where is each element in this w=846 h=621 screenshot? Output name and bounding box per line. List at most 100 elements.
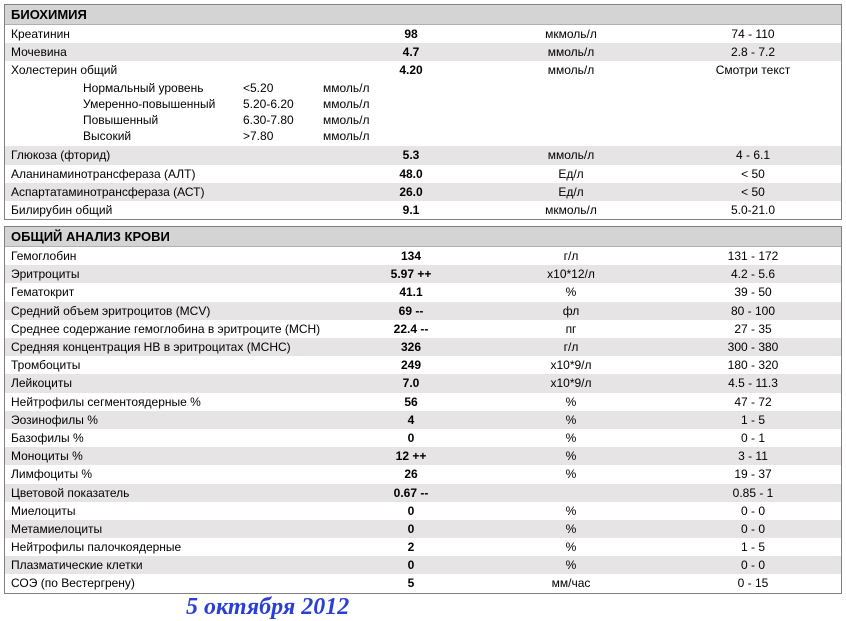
level-unit: ммоль/л xyxy=(323,112,393,128)
param-unit: % xyxy=(471,412,671,428)
level-range: 5.20-6.20 xyxy=(243,96,323,112)
param-value: 134 xyxy=(351,248,471,264)
table-row: Холестерин общий4.20ммоль/лСмотри текст xyxy=(5,61,841,79)
param-name: Средняя концентрация HB в эритроцитах (M… xyxy=(11,339,351,355)
cholesterol-levels: Нормальный уровень<5.20ммоль/лУмеренно-п… xyxy=(5,80,841,147)
table-row: Лейкоциты7.0x10*9/л4.5 - 11.3 xyxy=(5,374,841,392)
param-name: Аспартатаминотрансфераза (АСТ) xyxy=(11,184,351,200)
param-name: Тромбоциты xyxy=(11,357,351,373)
param-unit: г/л xyxy=(471,248,671,264)
param-unit: ммоль/л xyxy=(471,147,671,163)
param-value: 0.67 -- xyxy=(351,485,471,501)
table-row: Мочевина4.7ммоль/л2.8 - 7.2 xyxy=(5,43,841,61)
param-ref-range: 1 - 5 xyxy=(671,412,835,428)
param-value: 22.4 -- xyxy=(351,321,471,337)
table-row: Нейтрофилы сегментоядерные %56%47 - 72 xyxy=(5,393,841,411)
param-name: Нейтрофилы сегментоядерные % xyxy=(11,394,351,410)
param-ref-range: 4.5 - 11.3 xyxy=(671,375,835,391)
param-unit: ммоль/л xyxy=(471,44,671,60)
level-range: <5.20 xyxy=(243,80,323,96)
param-name: Аланинаминотрансфераза (АЛТ) xyxy=(11,166,351,182)
table-row: Цветовой показатель0.67 --0.85 - 1 xyxy=(5,484,841,502)
param-unit: г/л xyxy=(471,339,671,355)
param-name: Метамиелоциты xyxy=(11,521,351,537)
param-ref-range: 0 - 0 xyxy=(671,521,835,537)
level-label: Высокий xyxy=(83,128,243,144)
level-unit: ммоль/л xyxy=(323,96,393,112)
biochem-panel: БИОХИМИЯ Креатинин98мкмоль/л74 - 110Моче… xyxy=(4,4,842,220)
param-ref-range: < 50 xyxy=(671,184,835,200)
table-row: Эозинофилы %4%1 - 5 xyxy=(5,411,841,429)
param-value: 41.1 xyxy=(351,284,471,300)
param-unit: % xyxy=(471,430,671,446)
param-value: 4 xyxy=(351,412,471,428)
date-watermark: 5 октября 2012 xyxy=(186,594,349,621)
param-name: Нейтрофилы палочкоядерные xyxy=(11,539,351,555)
param-unit: мм/час xyxy=(471,575,671,591)
table-row: Гематокрит41.1%39 - 50 xyxy=(5,283,841,301)
table-row: Глюкоза (фторид)5.3ммоль/л4 - 6.1 xyxy=(5,146,841,164)
level-label: Умеренно-повышенный xyxy=(83,96,243,112)
param-ref-range: 4.2 - 5.6 xyxy=(671,266,835,282)
param-name: Гематокрит xyxy=(11,284,351,300)
param-value: 5.3 xyxy=(351,147,471,163)
param-name: Гемоглобин xyxy=(11,248,351,264)
param-unit: x10*9/л xyxy=(471,357,671,373)
param-ref-range: 0 - 15 xyxy=(671,575,835,591)
param-name: Моноциты % xyxy=(11,448,351,464)
param-unit: x10*12/л xyxy=(471,266,671,282)
param-value: 69 -- xyxy=(351,303,471,319)
param-ref-range: 131 - 172 xyxy=(671,248,835,264)
table-row: Лимфоциты %26%19 - 37 xyxy=(5,465,841,483)
param-value: 249 xyxy=(351,357,471,373)
param-unit: ммоль/л xyxy=(471,62,671,78)
level-range: 6.30-7.80 xyxy=(243,112,323,128)
param-ref-range: Смотри текст xyxy=(671,62,835,78)
table-row: Нейтрофилы палочкоядерные2%1 - 5 xyxy=(5,538,841,556)
param-value: 26 xyxy=(351,466,471,482)
param-unit: % xyxy=(471,539,671,555)
param-name: Средний объем эритроцитов (MCV) xyxy=(11,303,351,319)
param-ref-range: 0 - 1 xyxy=(671,430,835,446)
param-ref-range: 4 - 6.1 xyxy=(671,147,835,163)
param-name: Плазматические клетки xyxy=(11,557,351,573)
param-unit: пг xyxy=(471,321,671,337)
param-value: 4.7 xyxy=(351,44,471,60)
param-name: Базофилы % xyxy=(11,430,351,446)
param-value: 4.20 xyxy=(351,62,471,78)
param-value: 0 xyxy=(351,521,471,537)
param-unit: x10*9/л xyxy=(471,375,671,391)
level-unit: ммоль/л xyxy=(323,128,393,144)
table-row: Гемоглобин134г/л131 - 172 xyxy=(5,247,841,265)
param-unit: фл xyxy=(471,303,671,319)
table-row: Метамиелоциты0%0 - 0 xyxy=(5,520,841,538)
param-unit: % xyxy=(471,466,671,482)
param-value: 5 xyxy=(351,575,471,591)
param-value: 2 xyxy=(351,539,471,555)
param-ref-range: < 50 xyxy=(671,166,835,182)
param-name: СОЭ (по Вестергрену) xyxy=(11,575,351,591)
param-ref-range: 74 - 110 xyxy=(671,26,835,42)
param-ref-range: 27 - 35 xyxy=(671,321,835,337)
param-name: Среднее содержание гемоглобина в эритроц… xyxy=(11,321,351,337)
cholesterol-level-row: Высокий>7.80ммоль/л xyxy=(11,128,835,144)
param-ref-range: 0 - 0 xyxy=(671,503,835,519)
table-row: Креатинин98мкмоль/л74 - 110 xyxy=(5,25,841,43)
param-value: 5.97 ++ xyxy=(351,266,471,282)
cbc-header: ОБЩИЙ АНАЛИЗ КРОВИ xyxy=(5,227,841,247)
table-row: Плазматические клетки0%0 - 0 xyxy=(5,556,841,574)
param-unit: % xyxy=(471,521,671,537)
level-label: Повышенный xyxy=(83,112,243,128)
param-value: 56 xyxy=(351,394,471,410)
table-row: Миелоциты0%0 - 0 xyxy=(5,502,841,520)
param-name: Глюкоза (фторид) xyxy=(11,147,351,163)
table-row: Средний объем эритроцитов (MCV)69 --фл80… xyxy=(5,302,841,320)
param-unit: % xyxy=(471,503,671,519)
param-name: Цветовой показатель xyxy=(11,485,351,501)
param-ref-range: 180 - 320 xyxy=(671,357,835,373)
param-unit: Ед/л xyxy=(471,166,671,182)
cholesterol-level-row: Повышенный6.30-7.80ммоль/л xyxy=(11,112,835,128)
param-name: Эритроциты xyxy=(11,266,351,282)
table-row: Базофилы %0%0 - 1 xyxy=(5,429,841,447)
param-name: Холестерин общий xyxy=(11,62,351,78)
